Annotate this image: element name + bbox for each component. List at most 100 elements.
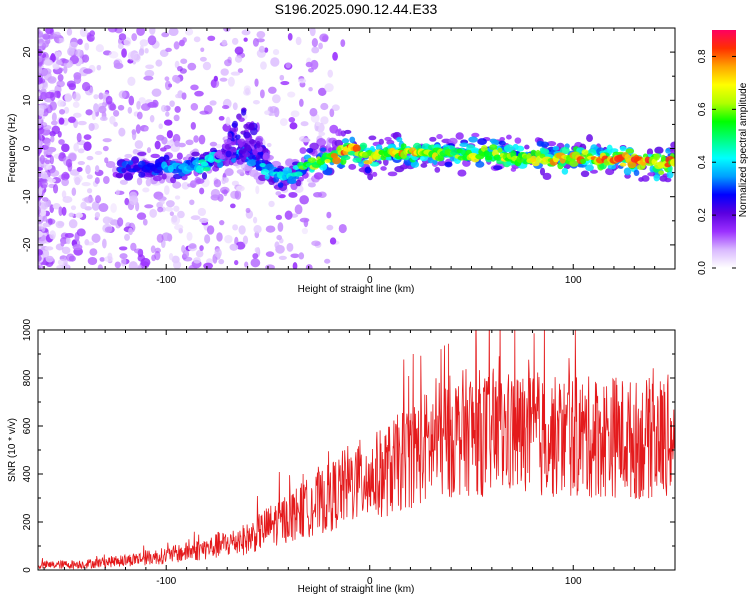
y-tick-label: -10 bbox=[22, 189, 33, 204]
heatmap-cell bbox=[68, 83, 77, 91]
heatmap-cell bbox=[136, 177, 143, 186]
heatmap-cell bbox=[176, 152, 183, 160]
heatmap-cell bbox=[581, 149, 589, 155]
heatmap-cell bbox=[264, 47, 269, 53]
heatmap-cell bbox=[359, 142, 368, 150]
heatmap-cell bbox=[320, 116, 329, 125]
heatmap-cell bbox=[288, 117, 296, 123]
heatmap-cell bbox=[660, 154, 666, 163]
heatmap-cell bbox=[174, 76, 181, 84]
heatmap-cell bbox=[580, 170, 590, 178]
heatmap-cell bbox=[171, 215, 178, 223]
heatmap-cell bbox=[130, 242, 137, 251]
heatmap-cell bbox=[127, 160, 134, 166]
heatmap-cell bbox=[540, 141, 550, 148]
heatmap-cell bbox=[619, 162, 627, 167]
heatmap-cell bbox=[336, 164, 346, 169]
heatmap-cell bbox=[136, 100, 141, 110]
heatmap-cell bbox=[88, 122, 95, 132]
heatmap-cell bbox=[335, 129, 341, 137]
heatmap-cell bbox=[58, 117, 65, 125]
heatmap-cell bbox=[224, 234, 233, 244]
heatmap-cell bbox=[136, 212, 147, 220]
heatmap-cell bbox=[242, 235, 249, 245]
heatmap-cell bbox=[142, 218, 148, 226]
heatmap-cell bbox=[77, 160, 86, 166]
heatmap-cell bbox=[47, 178, 56, 183]
y-tick-label: 0 bbox=[22, 567, 33, 573]
heatmap-cell bbox=[235, 134, 241, 140]
heatmap-cell bbox=[307, 157, 317, 163]
heatmap-cell bbox=[215, 143, 222, 149]
heatmap-cell bbox=[277, 182, 284, 188]
heatmap-cell bbox=[195, 178, 205, 184]
heatmap-cell bbox=[260, 61, 267, 70]
heatmap-cell bbox=[115, 189, 120, 196]
heatmap-cell bbox=[93, 103, 99, 113]
heatmap-cell bbox=[320, 102, 329, 111]
heatmap-cell bbox=[193, 135, 199, 143]
heatmap-cell bbox=[222, 104, 230, 110]
heatmap-cell bbox=[285, 158, 294, 167]
heatmap-cell bbox=[623, 167, 632, 176]
heatmap-cell bbox=[231, 37, 239, 45]
heatmap-cell bbox=[118, 33, 127, 41]
heatmap-cell bbox=[95, 44, 104, 53]
heatmap-cell bbox=[38, 66, 43, 74]
heatmap-cell bbox=[151, 254, 156, 262]
heatmap-cell bbox=[124, 233, 130, 241]
heatmap-cell bbox=[107, 252, 113, 261]
heatmap-cell bbox=[77, 148, 85, 154]
heatmap-cell bbox=[234, 189, 242, 200]
snr-xlabel: Height of straight line (km) bbox=[298, 584, 415, 595]
heatmap-cell bbox=[91, 110, 97, 121]
heatmap-cell bbox=[156, 134, 165, 141]
heatmap-cell bbox=[99, 116, 108, 122]
heatmap-cell bbox=[159, 199, 165, 205]
heatmap-cell bbox=[38, 186, 43, 197]
heatmap-cell bbox=[55, 51, 62, 58]
heatmap-cell bbox=[131, 130, 137, 141]
heatmap-cell bbox=[294, 171, 303, 177]
heatmap-cell bbox=[324, 83, 334, 93]
heatmap-cell bbox=[311, 46, 320, 54]
heatmap-cell bbox=[295, 179, 302, 187]
heatmap-cell bbox=[97, 264, 104, 269]
heatmap-cell bbox=[378, 138, 384, 145]
heatmap-cell bbox=[114, 261, 121, 269]
heatmap-cell bbox=[436, 134, 443, 140]
heatmap-cell bbox=[332, 51, 338, 61]
heatmap-cell bbox=[207, 35, 216, 42]
heatmap-cell bbox=[76, 166, 83, 172]
heatmap-cell bbox=[268, 86, 277, 94]
heatmap-cell bbox=[41, 42, 47, 51]
heatmap-cell bbox=[213, 75, 218, 82]
heatmap-cell bbox=[64, 232, 74, 238]
heatmap-cell bbox=[41, 225, 46, 232]
heatmap-cell bbox=[109, 103, 117, 111]
heatmap-cell bbox=[138, 171, 146, 178]
heatmap-cell bbox=[131, 156, 140, 164]
heatmap-cell bbox=[129, 195, 139, 206]
heatmap-cell bbox=[654, 146, 664, 155]
colorbar: 0.0 0.2 0.4 0.6 0.8 Normalized spectral ampl… bbox=[697, 30, 749, 275]
heatmap-cell bbox=[86, 188, 93, 194]
heatmap-cell bbox=[203, 262, 214, 269]
heatmap-cell bbox=[219, 77, 228, 82]
heatmap-cell bbox=[234, 55, 243, 63]
heatmap-cell bbox=[105, 160, 116, 169]
heatmap-cell bbox=[539, 167, 546, 176]
heatmap-cell bbox=[188, 243, 197, 249]
heatmap-cell bbox=[56, 80, 65, 88]
heatmap-cell bbox=[275, 214, 283, 221]
heatmap-cell bbox=[480, 145, 488, 152]
heatmap-cell bbox=[40, 173, 49, 179]
heatmap-cell bbox=[96, 64, 102, 71]
heatmap-cell bbox=[232, 102, 238, 111]
heatmap-cell bbox=[57, 99, 64, 107]
heatmap-cell bbox=[58, 206, 63, 217]
heatmap-cell bbox=[298, 252, 305, 260]
heatmap-cell bbox=[485, 155, 493, 161]
heatmap-cell bbox=[238, 117, 245, 122]
heatmap-cell bbox=[255, 154, 261, 162]
